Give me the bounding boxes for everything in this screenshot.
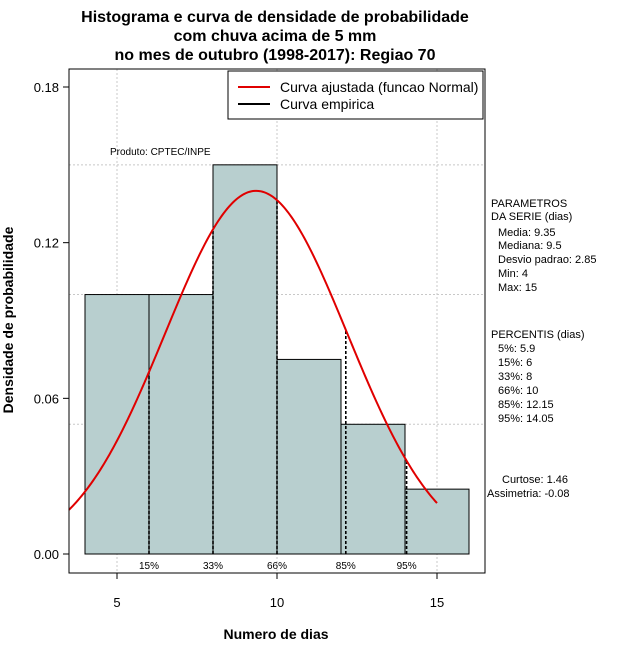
percentil-5: 5%: 5.9 <box>498 343 535 355</box>
percentis-title: PERCENTIS (dias) <box>491 329 585 341</box>
histogram-bar-0 <box>84 294 150 555</box>
legend-box <box>227 70 484 120</box>
param-mediana: Mediana: 9.5 <box>498 240 562 252</box>
param-desvio: Desvio padrao: 2.85 <box>498 254 596 266</box>
produto-annotation: Produto: CPTEC/INPE <box>110 147 211 158</box>
param-max: Max: 15 <box>498 282 537 294</box>
x-tick-label-0: 5 <box>113 595 120 610</box>
histogram-bars <box>84 164 470 555</box>
x-axis: 5 10 15 <box>113 572 444 610</box>
title-line-1: Histograma e curva de densidade de proba… <box>81 9 469 26</box>
histogram-bar-4 <box>340 423 406 555</box>
y-tick-label-2: 0.12 <box>34 236 59 251</box>
param-media: Media: 9.35 <box>498 227 555 239</box>
percentile-label-3: 85% <box>336 561 356 572</box>
y-axis: 0.00 0.06 0.12 0.18 <box>34 80 70 562</box>
percentile-label-1: 33% <box>203 561 223 572</box>
y-tick-label-3: 0.18 <box>34 80 59 95</box>
title-line-3: no mes de outubro (1998-2017): Regiao 70 <box>115 47 436 64</box>
fitted-normal-curve <box>68 189 438 511</box>
legend: Curva ajustada (funcao Normal) Curva emp… <box>227 70 484 120</box>
parametros-block: PARAMETROS DA SERIE (dias) Media: 9.35 M… <box>491 198 596 294</box>
histogram-bar-3 <box>276 358 342 555</box>
param-min: Min: 4 <box>498 268 528 280</box>
legend-fitted-label: Curva ajustada (funcao Normal) <box>280 79 478 95</box>
histogram-bar-5 <box>404 488 470 555</box>
x-axis-title: Numero de dias <box>223 626 328 642</box>
curves <box>68 189 438 511</box>
curtose-label: Curtose: 1.46 <box>502 474 568 486</box>
parametros-title-1: PARAMETROS <box>491 198 567 210</box>
percentil-15: 15%: 6 <box>498 357 532 369</box>
percentis-block: PERCENTIS (dias) 5%: 5.9 15%: 6 33%: 8 6… <box>491 329 585 425</box>
percentil-33: 33%: 8 <box>498 371 532 383</box>
percentil-95: 95%: 14.05 <box>498 413 554 425</box>
parametros-title-2: DA SERIE (dias) <box>491 211 572 223</box>
y-tick-label-1: 0.06 <box>34 391 59 406</box>
percentil-66: 66%: 10 <box>498 385 538 397</box>
x-tick-label-2: 15 <box>430 595 444 610</box>
assimetria-label: Assimetria: -0.08 <box>487 488 570 500</box>
y-tick-label-0: 0.00 <box>34 547 59 562</box>
histogram-bar-1 <box>148 294 214 555</box>
percentil-85: 85%: 12.15 <box>498 399 554 411</box>
percentile-label-4: 95% <box>397 561 417 572</box>
chart-title: Histograma e curva de densidade de proba… <box>81 9 469 64</box>
y-axis-title: Densidade de probabilidade <box>0 226 16 413</box>
histogram-bar-2 <box>212 164 278 555</box>
title-line-2: com chuva acima de 5 mm <box>174 28 377 45</box>
percentile-label-2: 66% <box>267 561 287 572</box>
percentile-lines: 15% 33% 66% 85% 95% <box>139 200 417 572</box>
legend-empirical-label: Curva empirica <box>280 96 374 112</box>
x-tick-label-1: 10 <box>270 595 284 610</box>
percentile-label-0: 15% <box>139 561 159 572</box>
shape-stats-block: Curtose: 1.46 Assimetria: -0.08 <box>487 474 570 500</box>
